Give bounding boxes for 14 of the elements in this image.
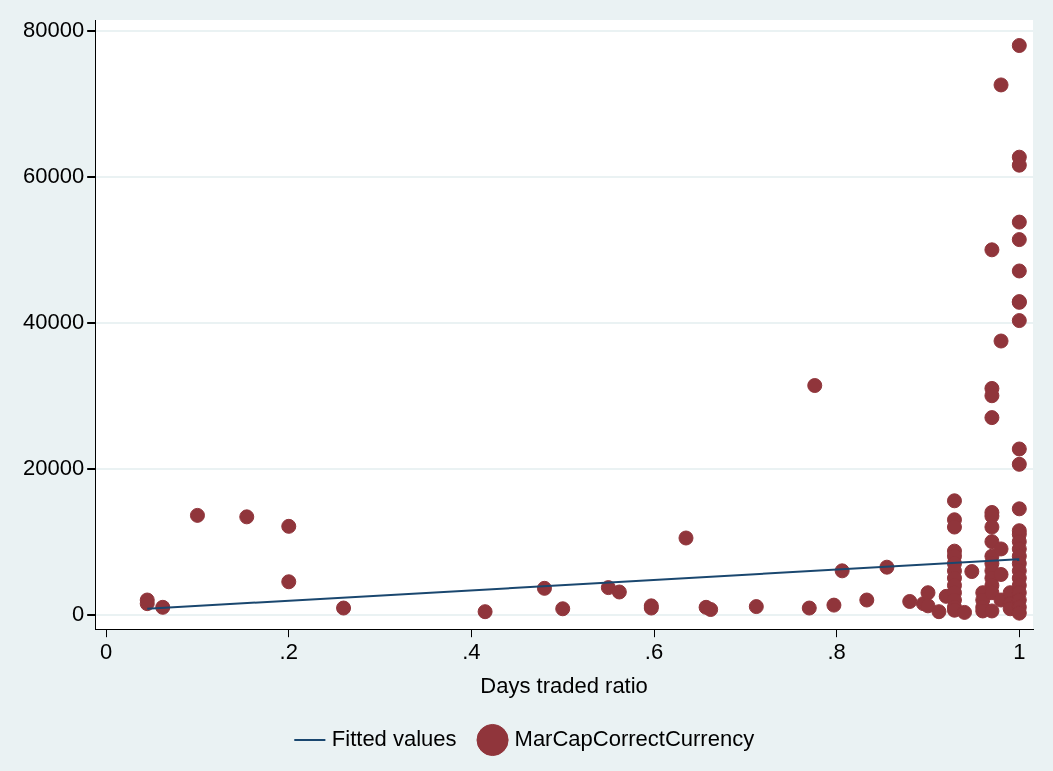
x-tick-label: .8 xyxy=(827,639,846,665)
y-tick-label: 60000 xyxy=(22,162,85,188)
x-tick-label: .2 xyxy=(279,639,298,665)
x-tick-label: 0 xyxy=(100,639,113,665)
y-tick-label: 0 xyxy=(71,600,85,626)
x-tick-label: .6 xyxy=(644,639,664,665)
x-tick-label: .4 xyxy=(462,639,481,665)
y-tick-label: 40000 xyxy=(22,308,85,334)
y-tick-label: 80000 xyxy=(22,17,85,43)
legend-label: Fitted values xyxy=(331,726,457,752)
x-tick-label: 1 xyxy=(1013,639,1026,665)
x-axis-title: Days traded ratio xyxy=(480,672,648,698)
legend-label: MarCapCorrectCurrency xyxy=(514,726,755,752)
y-tick-label: 20000 xyxy=(22,454,85,480)
